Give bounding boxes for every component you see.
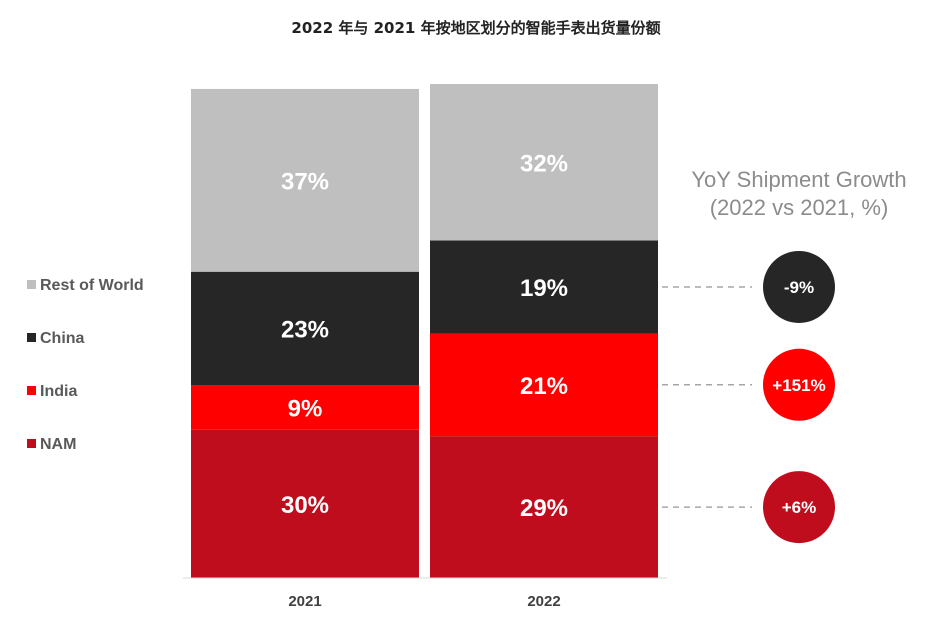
legend-label-nam: NAM: [40, 436, 76, 453]
yoy-title-line2: (2022 vs 2021, %): [710, 195, 889, 220]
yoy-label-india: +151%: [772, 376, 825, 395]
yoy-growth-group: -9% +151% +6%: [662, 250, 835, 544]
legend-label-china: China: [40, 330, 85, 347]
yoy-circle-india: [763, 348, 835, 421]
bar-segment-rest-of-world-2022: [430, 84, 658, 241]
yoy-label-china: -9%: [784, 278, 814, 297]
x-tick-group: 2021 2022: [288, 593, 560, 610]
legend-swatch-nam: [27, 439, 36, 448]
data-label-nam-2021: 30%: [281, 492, 329, 519]
bar-segment-rest-of-world-2021: [191, 88, 419, 272]
data-label-china-2021: 23%: [281, 317, 329, 344]
data-label-india-2021: 9%: [288, 396, 323, 423]
bar-segment-nam-2022: [430, 436, 658, 578]
bar-segment-china-2021: [191, 271, 419, 386]
yoy-title-line1: YoY Shipment Growth: [691, 167, 906, 192]
yoy-circle-china: [763, 250, 835, 323]
legend-swatch-india: [27, 386, 36, 395]
bar-segment-india-2022: [430, 333, 658, 437]
yoy-label-nam: +6%: [782, 498, 817, 517]
yoy-circle-nam: [763, 471, 835, 544]
bar-segment-nam-2021: [191, 429, 419, 578]
data-label-rest-of-world-2022: 32%: [520, 150, 568, 177]
x-tick-label-2021: 2021: [288, 593, 321, 610]
bar-segment-india-2021: [191, 385, 419, 430]
data-label-nam-2022: 29%: [520, 495, 568, 522]
x-tick-label-2022: 2022: [527, 593, 560, 610]
legend: Rest of World China India NAM: [27, 277, 144, 453]
bars-group: 30% 9% 23% 37% 29% 21% 19% 32%: [191, 84, 658, 578]
data-label-rest-of-world-2021: 37%: [281, 168, 329, 195]
legend-label-rest-of-world: Rest of World: [40, 277, 144, 294]
bar-segment-china-2022: [430, 240, 658, 334]
legend-swatch-china: [27, 333, 36, 342]
chart-title: 2022 年与 2021 年按地区划分的智能手表出货量份额: [291, 19, 660, 37]
data-label-india-2022: 21%: [520, 373, 568, 400]
data-label-china-2022: 19%: [520, 275, 568, 302]
legend-swatch-rest-of-world: [27, 280, 36, 289]
legend-label-india: India: [40, 383, 77, 400]
